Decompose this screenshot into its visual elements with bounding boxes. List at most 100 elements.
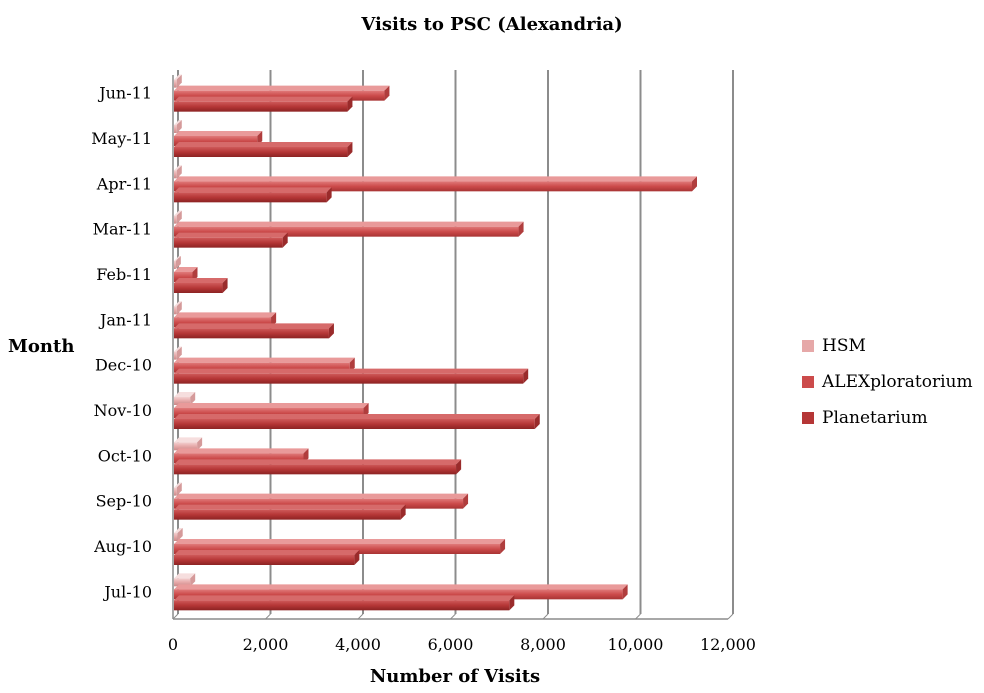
bar-alexploratorium-jan-11-top: [174, 312, 277, 318]
floor-tick-0: [172, 613, 179, 620]
y-tick-label-apr-11: Apr-11: [96, 174, 152, 193]
y-tick-label-jul-10: Jul-10: [102, 582, 152, 601]
bar-alexploratorium-oct-10: [174, 453, 304, 464]
x-tick-label-10-000: 10,000: [608, 635, 664, 654]
y-tick-label-dec-10: Dec-10: [95, 356, 152, 375]
bar-planetarium-jul-10: [174, 600, 510, 611]
bar-alexploratorium-jan-11: [174, 317, 272, 328]
bar-hsm-oct-10-top: [174, 437, 203, 443]
bar-hsm-sep-10-end: [176, 482, 182, 496]
bar-alexploratorium-jul-10: [174, 589, 623, 600]
bar-alexploratorium-dec-10: [174, 362, 350, 373]
bar-hsm-jun-11: [174, 79, 177, 88]
y-axis-title: Month: [8, 336, 75, 357]
bar-hsm-aug-10-top: [174, 528, 183, 533]
y-tick-label-nov-10: Nov-10: [94, 401, 152, 420]
bar-hsm-jun-11-top: [174, 74, 182, 80]
bar-alexploratorium-apr-11-top: [174, 176, 697, 182]
bar-hsm-nov-10: [174, 397, 191, 405]
x-axis-title: Number of Visits: [369, 666, 541, 687]
bar-alexploratorium-jul-10-end: [622, 584, 628, 600]
bar-hsm-dec-10-end: [176, 346, 182, 360]
bar-alexploratorium-may-11: [174, 136, 258, 146]
y-tick-label-may-11: May-11: [91, 129, 152, 148]
bar-hsm-apr-11-top: [174, 165, 182, 171]
bar-alexploratorium-jul-10-top: [174, 584, 628, 590]
bar-planetarium-dec-10-end: [523, 368, 529, 384]
bar-planetarium-may-11: [174, 147, 348, 157]
bar-planetarium-jun-11-top: [174, 96, 353, 102]
floor-tick-6-000: [450, 613, 456, 620]
bar-hsm-jan-11-end: [176, 301, 182, 315]
bar-alexploratorium-may-11-top: [174, 131, 263, 136]
y-tick-label-mar-11: Mar-11: [93, 220, 152, 239]
bar-hsm-sep-10: [174, 487, 177, 496]
bar-alexploratorium-aug-10-top: [174, 539, 506, 544]
bar-alexploratorium-apr-11: [174, 181, 692, 192]
legend: HSM ALEXploratorium Planetarium: [802, 328, 973, 436]
bar-hsm-oct-10-end: [197, 437, 203, 451]
x-tick-label-4-000: 4,000: [335, 635, 381, 654]
bar-planetarium-dec-10-top: [174, 368, 529, 374]
y-tick-label-oct-10: Oct-10: [98, 446, 152, 465]
bar-alexploratorium-nov-10: [174, 408, 364, 418]
bar-alexploratorium-apr-11-end: [692, 176, 697, 192]
legend-label-alexploratorium: ALEXploratorium: [822, 372, 973, 392]
bar-hsm-sep-10-top: [174, 482, 182, 488]
y-tick-label-feb-11: Feb-11: [96, 265, 152, 284]
x-tick-label-12-000: 12,000: [700, 635, 756, 654]
y-tick-label-jan-11: Jan-11: [98, 310, 152, 329]
bar-planetarium-feb-11-top: [174, 278, 228, 283]
bar-hsm-dec-10: [174, 351, 177, 360]
bar-planetarium-may-11-end: [347, 142, 353, 157]
bar-planetarium-oct-10-top: [174, 459, 462, 465]
bar-alexploratorium-nov-10-top: [174, 403, 369, 408]
legend-label-hsm: HSM: [822, 336, 866, 356]
bar-planetarium-feb-11-end: [222, 278, 228, 293]
legend-item-hsm: HSM: [802, 328, 973, 364]
bar-planetarium-mar-11-end: [282, 232, 288, 248]
bar-hsm-feb-11-top: [174, 256, 181, 261]
bar-planetarium-apr-11: [174, 192, 327, 203]
bar-planetarium-jan-11: [174, 328, 329, 339]
x-tick-label-2-000: 2,000: [243, 635, 289, 654]
bar-alexploratorium-mar-11: [174, 226, 519, 237]
bar-hsm-apr-11: [174, 170, 177, 179]
x-tick-label-0: 0: [168, 635, 178, 654]
bar-hsm-feb-11-end: [175, 256, 181, 269]
bar-planetarium-feb-11: [174, 283, 223, 293]
bar-hsm-jan-11-top: [174, 301, 182, 307]
bar-planetarium-mar-11: [174, 237, 283, 248]
bar-alexploratorium-oct-10-top: [174, 448, 309, 454]
bar-alexploratorium-jun-11-end: [384, 85, 390, 101]
bar-alexploratorium-aug-10-end: [500, 539, 506, 554]
bar-hsm-may-11-end: [176, 120, 182, 133]
labels-layer: Jul-10 Aug-10 Sep-10 Oct-10 Nov-10 Dec-10 Jan-…: [91, 84, 756, 654]
bar-hsm-apr-11-end: [176, 165, 182, 179]
floor-tick-8-000: [542, 613, 549, 620]
bar-hsm-jul-10-top: [174, 573, 196, 579]
bar-planetarium-jun-11-end: [347, 96, 353, 112]
bar-planetarium-apr-11-end: [326, 187, 332, 203]
x-tick-label-8-000: 8,000: [520, 635, 566, 654]
bar-planetarium-jun-11: [174, 101, 348, 112]
floor-tick-2-000: [265, 613, 271, 620]
bar-planetarium-nov-10: [174, 419, 535, 429]
bar-alexploratorium-sep-10-end: [463, 493, 469, 509]
y-tick-label-jun-11: Jun-11: [97, 84, 152, 103]
bar-hsm-oct-10: [174, 442, 198, 451]
bar-planetarium-oct-10-end: [456, 459, 462, 475]
bar-alexploratorium-aug-10: [174, 544, 501, 554]
floor-tick-10-000: [635, 613, 641, 620]
bar-hsm-aug-10-end: [177, 528, 183, 541]
chart-title: Visits to PSC (Alexandria): [361, 14, 623, 35]
bar-planetarium-sep-10-end: [400, 504, 406, 520]
grid-layer: [172, 70, 734, 620]
bar-alexploratorium-jun-11: [174, 90, 385, 101]
legend-swatch-planetarium: [802, 412, 814, 424]
y-tick-label-aug-10: Aug-10: [93, 537, 152, 556]
bar-hsm-jul-10-end: [190, 573, 196, 587]
bar-hsm-dec-10-top: [174, 346, 182, 352]
bar-planetarium-nov-10-end: [534, 414, 540, 429]
